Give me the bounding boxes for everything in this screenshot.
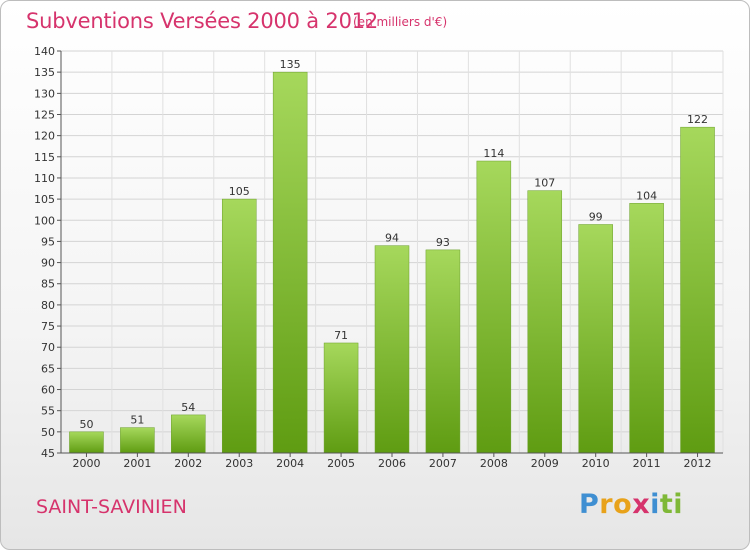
data-label: 135 — [280, 58, 301, 71]
axes — [57, 50, 723, 457]
logo-letter: i — [650, 489, 660, 520]
y-tick-label: 115 — [34, 151, 55, 164]
y-tick-label: 125 — [34, 108, 55, 121]
bar-2006 — [374, 245, 410, 454]
data-label: 51 — [130, 414, 144, 427]
logo-letter: r — [599, 489, 614, 520]
x-tick-label: 2001 — [123, 457, 151, 470]
logo-letter: i — [673, 489, 684, 520]
x-tick-label: 2011 — [633, 457, 661, 470]
data-label: 114 — [483, 147, 504, 160]
y-tick-label: 90 — [41, 257, 55, 270]
logo-letter: x — [632, 489, 651, 520]
y-tick-label: 60 — [41, 384, 55, 397]
data-label: 54 — [181, 401, 195, 414]
y-tick-label: 45 — [41, 447, 55, 460]
y-tick-label: 140 — [34, 45, 55, 58]
y-tick-label: 120 — [34, 130, 55, 143]
x-tick-label: 2009 — [531, 457, 559, 470]
labels: 45 50 55 60 65 70 75 80 85 90 95 100 105 110 115 120 125… — [34, 45, 712, 470]
bar-2007 — [425, 249, 461, 454]
data-label: 104 — [636, 189, 657, 202]
x-tick-label: 2002 — [174, 457, 202, 470]
bar-2010 — [578, 224, 613, 454]
x-tick-label: 2007 — [429, 457, 457, 470]
y-tick-label: 55 — [41, 405, 55, 418]
data-label: 105 — [229, 185, 250, 198]
bar-2011 — [629, 203, 664, 454]
logo-letter: P — [579, 489, 600, 520]
y-tick-label: 135 — [34, 66, 55, 79]
data-label: 71 — [334, 329, 348, 342]
y-tick-label: 110 — [34, 172, 55, 185]
x-tick-label: 2004 — [276, 457, 304, 470]
bar-2000 — [69, 431, 104, 454]
y-tick-label: 50 — [41, 426, 55, 439]
data-label: 107 — [534, 177, 555, 190]
x-tick-label: 2006 — [378, 457, 406, 470]
data-label: 50 — [79, 418, 93, 431]
y-tick-label: 85 — [41, 278, 55, 291]
x-tick-label: 2012 — [684, 457, 712, 470]
x-tick-label: 2000 — [72, 457, 100, 470]
y-tick-label: 70 — [41, 341, 55, 354]
logo-letter: o — [613, 489, 633, 520]
data-label: 122 — [687, 113, 708, 126]
y-tick-label: 105 — [34, 193, 55, 206]
bar-2008 — [476, 160, 512, 454]
x-tick-label: 2003 — [225, 457, 253, 470]
chart-subtitle: (en milliers d'€) — [353, 15, 448, 29]
bar-2001 — [120, 427, 155, 454]
x-tick-label: 2008 — [480, 457, 508, 470]
bar-2005 — [323, 342, 359, 454]
data-label: 99 — [589, 210, 603, 223]
data-label: 94 — [385, 232, 399, 245]
logo-letter: t — [659, 489, 674, 520]
y-tick-label: 100 — [34, 214, 55, 227]
y-tick-label: 130 — [34, 87, 55, 100]
y-tick-label: 95 — [41, 235, 55, 248]
x-tick-label: 2010 — [582, 457, 610, 470]
y-tick-label: 65 — [41, 362, 55, 375]
bar-2003 — [221, 198, 257, 454]
data-label: 93 — [436, 236, 450, 249]
bar-2012 — [680, 126, 715, 454]
bar-2009 — [527, 190, 563, 454]
y-tick-label: 75 — [41, 320, 55, 333]
bar-2004 — [272, 71, 308, 454]
x-tick-label: 2005 — [327, 457, 355, 470]
bars — [69, 71, 715, 454]
town-name: SAINT-SAVINIEN — [36, 496, 187, 518]
bar-2002 — [171, 414, 206, 454]
proxiti-logo: Proxiti — [579, 489, 683, 520]
y-tick-label: 80 — [41, 299, 55, 312]
chart-title: Subventions Versées 2000 à 2012 — [26, 9, 379, 33]
